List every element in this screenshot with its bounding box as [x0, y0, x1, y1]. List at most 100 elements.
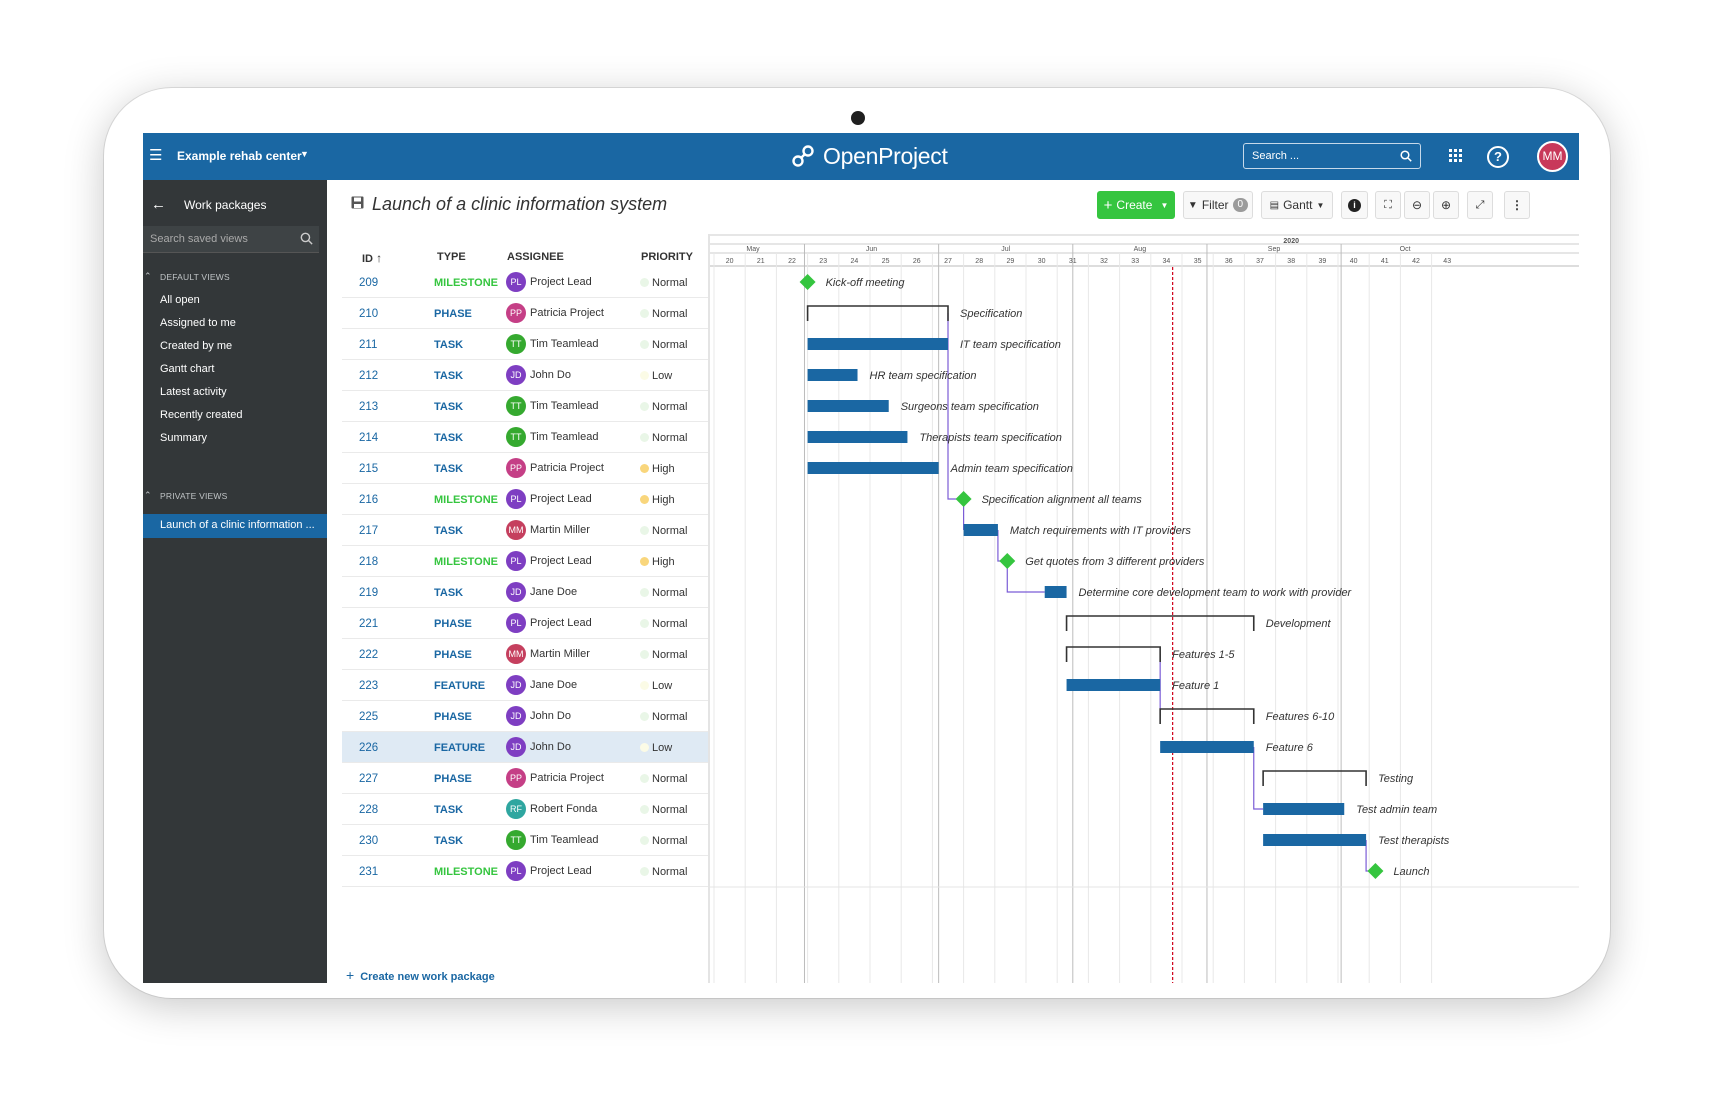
search-input[interactable] [1244, 144, 1394, 168]
table-row[interactable]: 230 TASK TT Tim Teamlead Normal [342, 825, 709, 856]
table-row[interactable]: 214 TASK TT Tim Teamlead Normal [342, 422, 709, 453]
saved-views-search-input[interactable] [143, 226, 288, 252]
sidebar-item-assigned-to-me[interactable]: Assigned to me [160, 317, 236, 329]
table-row[interactable]: 221 PHASE PL Project Lead Normal [342, 608, 709, 639]
table-row[interactable]: 213 TASK TT Tim Teamlead Normal [342, 391, 709, 422]
assignee-name[interactable]: Project Lead [530, 276, 592, 288]
user-avatar[interactable]: MM [1537, 141, 1568, 172]
saved-views-search[interactable] [143, 226, 319, 253]
assignee-name[interactable]: Project Lead [530, 493, 592, 505]
assignee-name[interactable]: Tim Teamlead [530, 834, 599, 846]
wp-id-link[interactable]: 213 [359, 401, 379, 413]
filter-button[interactable]: ▼ Filter 0 [1183, 191, 1253, 219]
gantt-view-button[interactable]: ▤ Gantt ▼ [1261, 191, 1333, 219]
create-new-work-package[interactable]: + Create new work package [346, 967, 495, 983]
sidebar-item-launch-clinic[interactable]: Launch of a clinic information ... [143, 514, 327, 538]
column-assignee[interactable]: ASSIGNEE [507, 251, 564, 263]
chevron-up-icon[interactable]: ⌃ [144, 490, 152, 500]
assignee-name[interactable]: Project Lead [530, 617, 592, 629]
more-menu-button[interactable]: ⋮ [1504, 191, 1530, 219]
table-row[interactable]: 222 PHASE MM Martin Miller Normal [342, 639, 709, 670]
table-row[interactable]: 227 PHASE PP Patricia Project Normal [342, 763, 709, 794]
table-row[interactable]: 231 MILESTONE PL Project Lead Normal [342, 856, 709, 887]
wp-id-link[interactable]: 212 [359, 370, 379, 382]
assignee-name[interactable]: Tim Teamlead [530, 338, 599, 350]
wp-id-link[interactable]: 230 [359, 835, 379, 847]
fit-to-screen-button[interactable]: ⛶ [1375, 191, 1401, 219]
default-views-heading[interactable]: ⌃ DEFAULT VIEWS [144, 271, 230, 282]
table-row[interactable]: 215 TASK PP Patricia Project High [342, 453, 709, 484]
wp-id-link[interactable]: 215 [359, 463, 379, 475]
search-icon[interactable] [300, 232, 313, 245]
wp-id-link[interactable]: 217 [359, 525, 379, 537]
table-row[interactable]: 225 PHASE JD John Do Normal [342, 701, 709, 732]
sidebar-item-gantt-chart[interactable]: Gantt chart [160, 363, 215, 375]
private-views-heading[interactable]: ⌃ PRIVATE VIEWS [144, 490, 227, 501]
assignee-name[interactable]: Jane Doe [530, 679, 578, 691]
table-row[interactable]: 216 MILESTONE PL Project Lead High [342, 484, 709, 515]
wp-id-link[interactable]: 221 [359, 618, 379, 630]
wp-id-link[interactable]: 231 [359, 866, 379, 878]
assignee-name[interactable]: Jane Doe [530, 586, 578, 598]
column-id[interactable]: ID ↑ [362, 251, 382, 265]
assignee-name[interactable]: Patricia Project [530, 462, 604, 474]
help-icon[interactable]: ? [1487, 146, 1509, 168]
zoom-in-button[interactable]: ⊕ [1433, 191, 1459, 219]
chevron-up-icon[interactable]: ⌃ [144, 271, 152, 281]
hamburger-menu-icon[interactable]: ☰ [149, 147, 163, 164]
sidebar-item-recently-created[interactable]: Recently created [160, 409, 243, 421]
wp-id-link[interactable]: 228 [359, 804, 379, 816]
wp-id-link[interactable]: 223 [359, 680, 379, 692]
modules-grid-icon[interactable] [1449, 149, 1462, 162]
wp-id-link[interactable]: 209 [359, 277, 379, 289]
global-search[interactable] [1243, 143, 1421, 169]
table-row[interactable]: 223 FEATURE JD Jane Doe Low [342, 670, 709, 701]
assignee-name[interactable]: Project Lead [530, 865, 592, 877]
wp-id-link[interactable]: 211 [359, 339, 378, 351]
table-row[interactable]: 219 TASK JD Jane Doe Normal [342, 577, 709, 608]
wp-id-link[interactable]: 225 [359, 711, 379, 723]
wp-id-link[interactable]: 218 [359, 556, 379, 568]
zoom-out-button[interactable]: ⊖ [1404, 191, 1430, 219]
assignee-name[interactable]: Robert Fonda [530, 803, 598, 815]
table-row[interactable]: 226 FEATURE JD John Do Low [342, 732, 709, 763]
save-icon[interactable] [351, 196, 364, 209]
fullscreen-button[interactable]: ⤢ [1467, 191, 1493, 219]
sidebar-item-latest-activity[interactable]: Latest activity [160, 386, 227, 398]
wp-id-link[interactable]: 226 [359, 742, 379, 754]
assignee-name[interactable]: John Do [530, 710, 571, 722]
wp-id-link[interactable]: 214 [359, 432, 379, 444]
column-priority[interactable]: PRIORITY [641, 251, 693, 263]
table-row[interactable]: 212 TASK JD John Do Low [342, 360, 709, 391]
create-button[interactable]: + Create ▼ [1097, 191, 1175, 219]
assignee-name[interactable]: Project Lead [530, 555, 592, 567]
table-row[interactable]: 228 TASK RF Robert Fonda Normal [342, 794, 709, 825]
wp-id-link[interactable]: 227 [359, 773, 379, 785]
sidebar-item-created-by-me[interactable]: Created by me [160, 340, 233, 352]
table-row[interactable]: 211 TASK TT Tim Teamlead Normal [342, 329, 709, 360]
column-type[interactable]: TYPE [437, 251, 466, 263]
wp-id-link[interactable]: 216 [359, 494, 379, 506]
assignee-name[interactable]: Patricia Project [530, 772, 604, 784]
table-row[interactable]: 217 TASK MM Martin Miller Normal [342, 515, 709, 546]
sort-ascending-icon[interactable]: ↑ [376, 251, 383, 265]
sidebar-item-all-open[interactable]: All open [160, 294, 200, 306]
openproject-logo[interactable]: OpenProject [791, 141, 948, 171]
chevron-down-icon[interactable]: ▼ [300, 149, 309, 159]
table-row[interactable]: 210 PHASE PP Patricia Project Normal [342, 298, 709, 329]
assignee-name[interactable]: Martin Miller [530, 524, 590, 536]
assignee-name[interactable]: Martin Miller [530, 648, 590, 660]
table-row[interactable]: 209 MILESTONE PL Project Lead Normal [342, 267, 709, 298]
assignee-name[interactable]: Tim Teamlead [530, 431, 599, 443]
assignee-name[interactable]: Patricia Project [530, 307, 604, 319]
search-icon[interactable] [1400, 150, 1412, 162]
info-button[interactable]: i [1341, 191, 1368, 219]
wp-id-link[interactable]: 219 [359, 587, 379, 599]
wp-id-link[interactable]: 210 [359, 308, 379, 320]
assignee-name[interactable]: John Do [530, 369, 571, 381]
project-selector[interactable]: Example rehab center [177, 149, 302, 163]
wp-id-link[interactable]: 222 [359, 649, 379, 661]
table-row[interactable]: 218 MILESTONE PL Project Lead High [342, 546, 709, 577]
sidebar-item-summary[interactable]: Summary [160, 432, 208, 444]
assignee-name[interactable]: John Do [530, 741, 571, 753]
